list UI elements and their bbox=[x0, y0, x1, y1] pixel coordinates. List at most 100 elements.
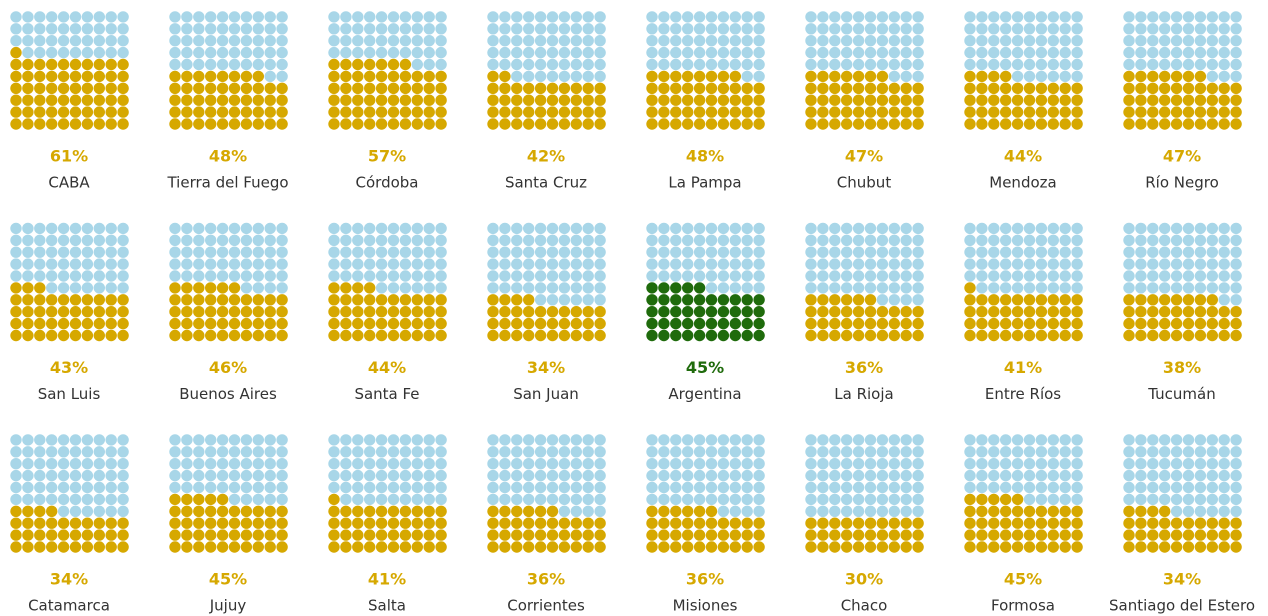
waffle-dot bbox=[93, 306, 106, 318]
waffle-dot bbox=[558, 329, 571, 342]
waffle-dot bbox=[423, 529, 435, 541]
waffle-dot bbox=[558, 246, 571, 258]
waffle-dot bbox=[1047, 493, 1060, 506]
waffle-dot bbox=[252, 505, 264, 517]
waffle-dot bbox=[252, 517, 264, 529]
waffle-dot bbox=[753, 329, 765, 342]
waffle-dot bbox=[976, 46, 988, 59]
waffle-dot bbox=[594, 106, 606, 118]
waffle-dot bbox=[252, 294, 264, 306]
waffle-dot bbox=[988, 11, 1000, 23]
waffle-dot bbox=[93, 106, 106, 118]
waffle-dot bbox=[670, 505, 682, 517]
waffle-dot bbox=[741, 35, 753, 47]
waffle-dot bbox=[81, 234, 94, 246]
waffle-dot bbox=[646, 517, 658, 529]
category-label: Argentina bbox=[668, 385, 741, 403]
waffle-dot bbox=[1047, 458, 1060, 470]
waffle-dot bbox=[81, 222, 94, 235]
waffle-dot bbox=[1123, 517, 1135, 529]
waffle-dot bbox=[22, 94, 34, 106]
waffle-dot bbox=[1159, 329, 1171, 342]
waffle-dot bbox=[22, 529, 34, 541]
waffle-dot bbox=[69, 446, 82, 458]
waffle-dot bbox=[1170, 94, 1183, 106]
waffle-dot bbox=[117, 282, 129, 294]
waffle-dot bbox=[841, 541, 853, 553]
waffle-dot bbox=[1047, 469, 1060, 482]
waffle-dot bbox=[22, 82, 34, 95]
waffle-dot bbox=[682, 46, 694, 59]
waffle-dot bbox=[741, 481, 753, 494]
waffle-dot bbox=[364, 11, 376, 23]
waffle-dot bbox=[181, 11, 193, 23]
waffle-dot bbox=[912, 11, 924, 23]
waffle-dot bbox=[546, 541, 559, 553]
waffle bbox=[805, 222, 924, 342]
waffle-dot bbox=[717, 529, 730, 541]
waffle-dot bbox=[105, 35, 117, 47]
waffle-dot bbox=[340, 246, 352, 258]
waffle-dot bbox=[964, 317, 976, 330]
value-label: 46% bbox=[209, 358, 247, 377]
waffle-dot bbox=[1011, 11, 1024, 23]
waffle-dot bbox=[276, 94, 288, 106]
waffle-dot bbox=[582, 270, 594, 282]
waffle-dot bbox=[1059, 46, 1071, 59]
waffle-dot bbox=[888, 493, 900, 506]
waffle-dot bbox=[181, 35, 193, 47]
waffle-dot bbox=[570, 541, 582, 553]
waffle-dot bbox=[976, 517, 988, 529]
waffle-dot bbox=[169, 234, 181, 246]
waffle-dot bbox=[240, 23, 253, 35]
waffle-dot bbox=[352, 541, 364, 553]
waffle-dot bbox=[1182, 46, 1195, 59]
waffle-dot bbox=[976, 58, 988, 71]
waffle-dot bbox=[658, 529, 670, 541]
waffle-dot bbox=[964, 23, 976, 35]
waffle-dot bbox=[570, 493, 582, 506]
waffle-dot bbox=[487, 294, 499, 306]
waffle-dot bbox=[1000, 505, 1012, 517]
waffle-dot bbox=[705, 258, 718, 270]
waffle-dot bbox=[658, 234, 670, 246]
waffle-dot bbox=[228, 258, 241, 270]
waffle-dot bbox=[523, 106, 535, 118]
waffle-dot bbox=[1023, 529, 1036, 541]
waffle-dot bbox=[1159, 35, 1171, 47]
waffle-dot bbox=[570, 58, 582, 71]
waffle-dot bbox=[193, 46, 205, 59]
waffle-dot bbox=[240, 434, 253, 446]
waffle-dot bbox=[558, 58, 571, 71]
waffle-dot bbox=[181, 234, 193, 246]
waffle-dot bbox=[264, 517, 276, 529]
waffle-dot bbox=[105, 258, 117, 270]
category-label: La Rioja bbox=[834, 385, 893, 403]
waffle-dot bbox=[1194, 294, 1207, 306]
waffle-dot bbox=[1182, 493, 1195, 506]
waffle-dot bbox=[34, 23, 46, 35]
waffle-dot bbox=[852, 434, 865, 446]
waffle-dot bbox=[264, 58, 276, 71]
waffle-dot bbox=[1218, 258, 1230, 270]
waffle-dot bbox=[511, 282, 523, 294]
waffle-dot bbox=[1071, 11, 1083, 23]
waffle-dot bbox=[22, 505, 34, 517]
waffle-dot bbox=[582, 58, 594, 71]
waffle-dot bbox=[399, 434, 412, 446]
waffle-dot bbox=[864, 541, 877, 553]
waffle-dot bbox=[105, 282, 117, 294]
waffle-dot bbox=[876, 469, 889, 482]
waffle-dot bbox=[1035, 434, 1048, 446]
waffle-dot bbox=[1147, 317, 1159, 330]
waffle-dot bbox=[570, 306, 582, 318]
value-label: 41% bbox=[368, 570, 406, 589]
waffle-dot bbox=[1000, 234, 1012, 246]
waffle-dot bbox=[964, 11, 976, 23]
waffle-dot bbox=[487, 541, 499, 553]
waffle-dot bbox=[546, 329, 559, 342]
waffle-dot bbox=[375, 493, 388, 506]
waffle-dot bbox=[646, 11, 658, 23]
waffle-dot bbox=[705, 505, 718, 517]
waffle-dot bbox=[805, 434, 817, 446]
